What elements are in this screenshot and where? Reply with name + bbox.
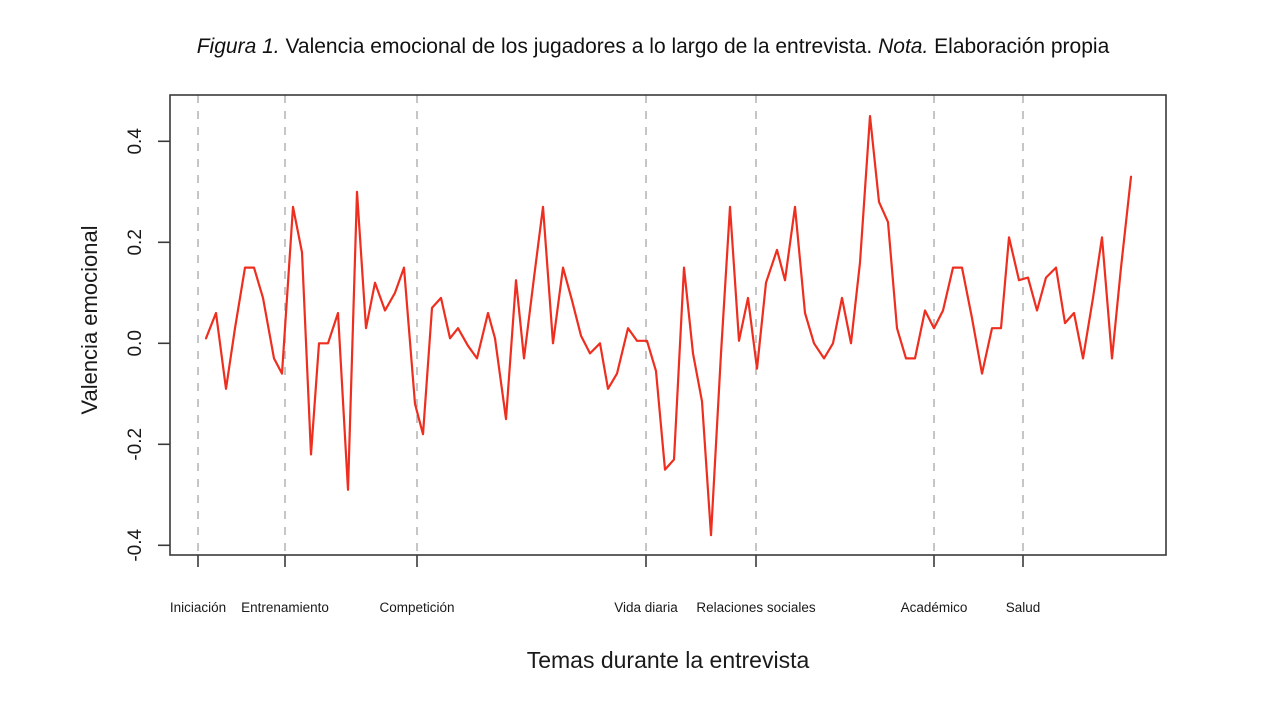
y-axis-title: Valencia emocional (77, 225, 102, 414)
x-tick-label: Entrenamiento (241, 600, 329, 615)
y-tick-label: 0.4 (125, 128, 146, 155)
y-tick-label: -0.4 (125, 529, 146, 562)
y-tick-label: -0.2 (125, 428, 146, 461)
figure-note-text: Elaboración propia (934, 35, 1110, 58)
figure-title-text: Valencia emocional de los jugadores a lo… (285, 35, 873, 58)
x-tick-label: Relaciones sociales (696, 600, 816, 615)
y-tick-label: 0.0 (125, 330, 146, 356)
x-axis-title: Temas durante la entrevista (527, 647, 810, 673)
figure-title: Figura 1. Valencia emocional de los juga… (26, 34, 1280, 60)
x-tick-label: Competición (379, 600, 454, 615)
x-tick-label: Vida diaria (614, 600, 678, 615)
y-tick-label: 0.2 (125, 229, 146, 255)
plot-border (169, 94, 1167, 556)
x-tick-label: Salud (1006, 600, 1041, 615)
x-tick-label: Académico (901, 600, 968, 615)
figure-number-label: Figura 1. (196, 35, 280, 58)
valence-line (204, 114, 1133, 537)
figure-note-label: Nota. (878, 35, 929, 58)
x-tick-label: Iniciación (170, 600, 226, 615)
